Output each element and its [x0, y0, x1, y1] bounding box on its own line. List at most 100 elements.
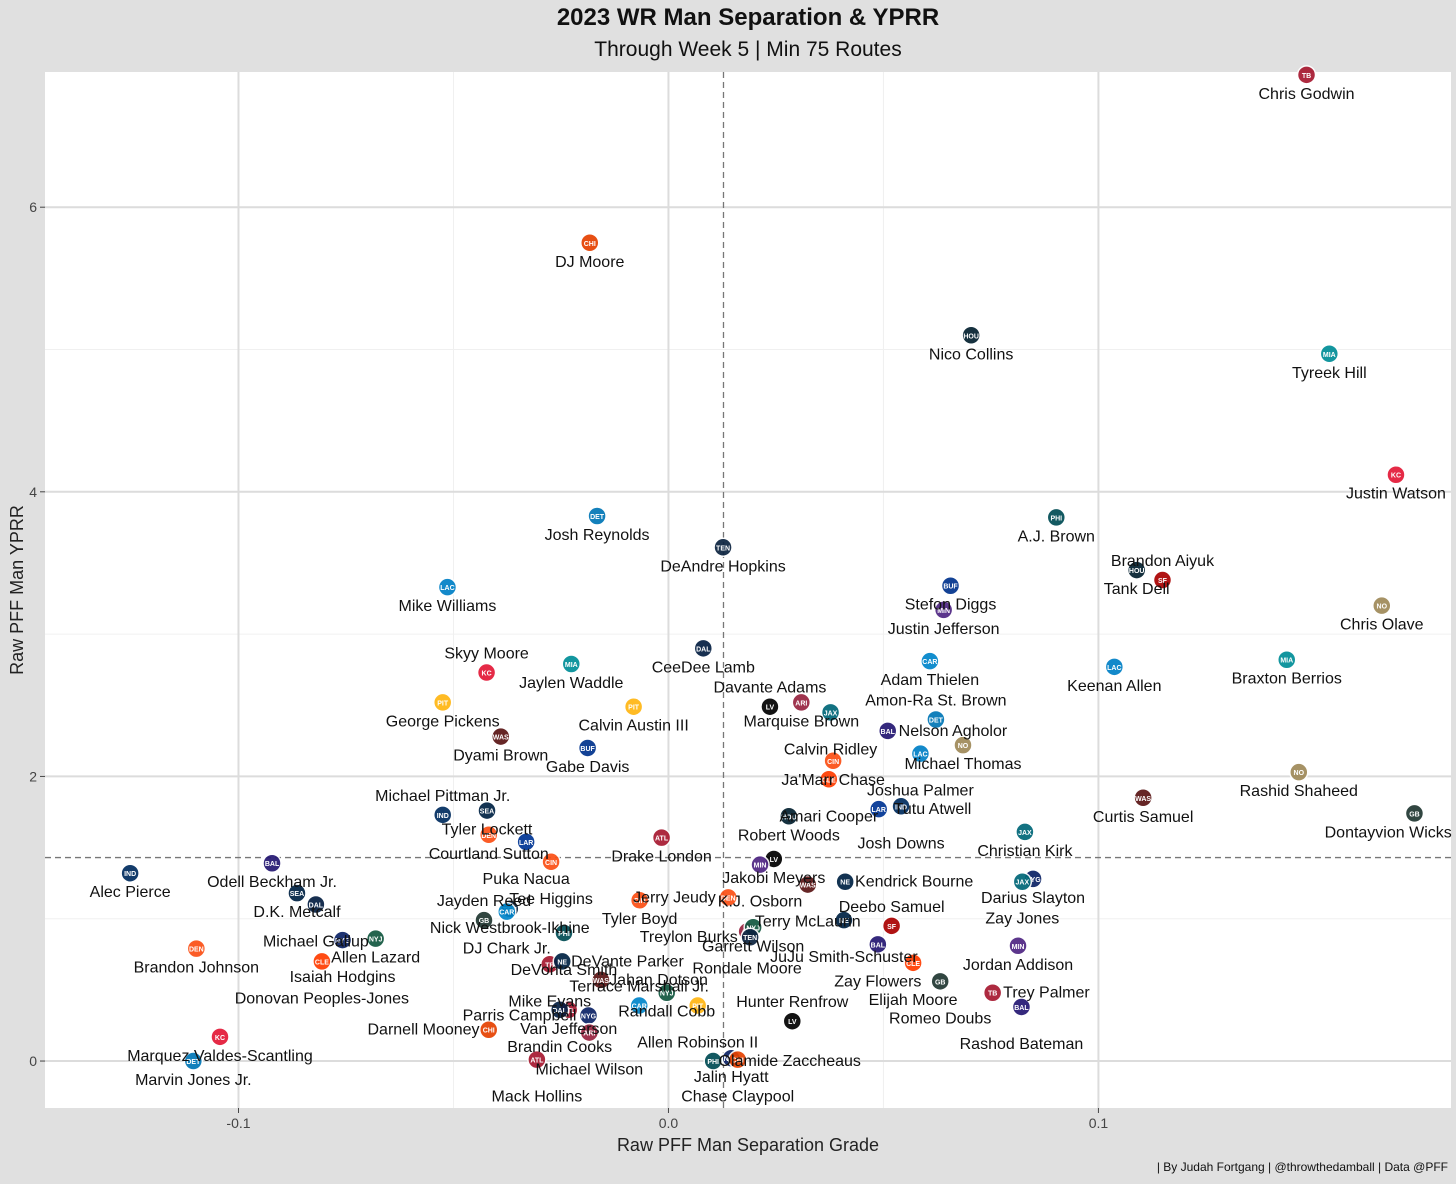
team-logo-marker [1011, 997, 1032, 1017]
player-point: JAX [1015, 822, 1035, 842]
player-point: DAL [693, 638, 714, 659]
credit-caption: | By Judah Fortgang | @throwthedamball |… [1156, 1160, 1448, 1174]
player-label: Jahan Dotson [609, 972, 708, 989]
team-logo-marker [823, 751, 843, 771]
team-logo-marker [629, 890, 650, 910]
team-logo-marker [1046, 507, 1067, 528]
player-point: SEA [287, 883, 307, 903]
team-logo-marker [1133, 788, 1153, 808]
player-point: MIN [1008, 936, 1028, 956]
team-abbr: SF [1158, 578, 1168, 585]
player-label: Brandon Johnson [134, 960, 259, 977]
player-label: Dontayvion Wicks [1325, 824, 1452, 841]
team-logo-marker [926, 709, 946, 730]
team-logo-marker [120, 863, 140, 883]
player-label: Stefon Diggs [905, 597, 997, 614]
team-logo-marker [476, 662, 497, 683]
y-axis-label: Raw PFF Man YPRR [7, 505, 27, 675]
team-abbr: NO [958, 743, 969, 750]
team-logo-marker [478, 1019, 499, 1040]
team-logo-marker [834, 910, 854, 930]
team-abbr: BAL [265, 861, 280, 868]
player-point: NYG [332, 930, 353, 950]
player-label: Nelson Agholor [899, 723, 1008, 740]
team-logo-marker [1404, 803, 1425, 824]
player-label: Terrace Marshall Jr. [569, 979, 709, 996]
data-labels: Chris Godwin DJ Moore Nico Collins Tyreek H… [90, 86, 1452, 1106]
player-label: Rashid Shaheed [1240, 783, 1358, 800]
team-logo-marker [577, 738, 598, 758]
team-abbr: DET [186, 1059, 201, 1066]
team-logo-marker [961, 325, 981, 346]
team-abbr: MIN [754, 863, 767, 870]
team-abbr: TB [545, 962, 554, 969]
team-logo-marker [478, 825, 499, 845]
team-abbr: HOU [1129, 568, 1145, 575]
player-point: TB [982, 982, 1003, 1003]
player-point: WAS [1133, 788, 1153, 808]
team-logo-marker [561, 654, 582, 674]
x-tick-label: 0.0 [659, 1115, 679, 1131]
team-logo-marker [1372, 595, 1392, 616]
team-abbr: MIA [1280, 658, 1293, 665]
team-logo-marker [820, 702, 841, 723]
player-label: Gabe Davis [546, 759, 630, 776]
player-point: PIT [623, 696, 644, 717]
team-abbr: MIN [1012, 944, 1025, 951]
team-logo-marker [920, 651, 940, 671]
player-point: MIA [561, 654, 582, 674]
team-abbr: TEN [716, 545, 730, 552]
team-logo-marker [868, 934, 888, 955]
team-logo-marker [1104, 657, 1125, 677]
player-label: Calvin Austin III [578, 718, 688, 735]
team-abbr: LV [770, 857, 779, 864]
player-point: KC [476, 662, 497, 683]
team-logo-marker [623, 696, 644, 717]
team-logo-marker [1015, 822, 1035, 842]
team-abbr: NE [839, 918, 849, 925]
player-label: K.J. Osborn [718, 894, 802, 911]
team-logo-marker [982, 982, 1003, 1003]
team-logo-marker [477, 800, 497, 821]
player-point: CAR [920, 651, 940, 671]
player-label: Elijah Moore [869, 992, 958, 1009]
team-abbr: ATL [655, 836, 669, 843]
y-tick-label: 6 [29, 199, 37, 215]
team-abbr: CHI [732, 1058, 744, 1065]
player-point: LAC [437, 577, 458, 597]
player-label: DJ Chark Jr. [463, 941, 551, 958]
x-tick-label: -0.1 [226, 1115, 250, 1131]
player-label: Puka Nacua [483, 871, 570, 888]
player-label: Donovan Peoples-Jones [235, 990, 409, 1007]
player-point: BAL [868, 934, 888, 955]
player-label: Kendrick Bourne [855, 874, 973, 891]
team-abbr: CIN [827, 759, 839, 766]
player-label: Josh Downs [857, 835, 944, 852]
player-label: Michael Gallup [263, 934, 369, 951]
player-label: Keenan Allen [1067, 678, 1161, 695]
team-abbr: BAL [881, 729, 896, 736]
player-label: JuJu Smith-Schuster [770, 949, 918, 966]
team-logo-marker [287, 883, 307, 903]
player-label: Mike Williams [399, 598, 497, 615]
player-point: IND [120, 863, 140, 883]
player-point: CLE [819, 769, 839, 790]
player-label: Jalin Hyatt [694, 1069, 769, 1086]
team-abbr: CAR [499, 910, 514, 917]
player-point: LAC [1104, 657, 1125, 677]
player-label: Parris Campbell [463, 1008, 577, 1025]
player-label: Jerry Jeudy [633, 889, 716, 906]
team-abbr: BUF [580, 746, 595, 753]
team-abbr: IND [895, 804, 907, 811]
team-logo-marker [656, 982, 677, 1003]
y-tick-label: 2 [29, 768, 37, 784]
player-label: Tyreek Hill [1292, 365, 1367, 382]
player-label: Tee Higgins [509, 891, 593, 908]
team-abbr: JAX [1016, 880, 1030, 887]
team-abbr: SEA [480, 809, 494, 816]
player-label: Michael Wilson [536, 1062, 644, 1079]
team-logo-marker [953, 735, 973, 755]
player-point: TB [1296, 65, 1317, 85]
player-point: DET [926, 709, 946, 730]
player-point: SF [1152, 570, 1173, 590]
